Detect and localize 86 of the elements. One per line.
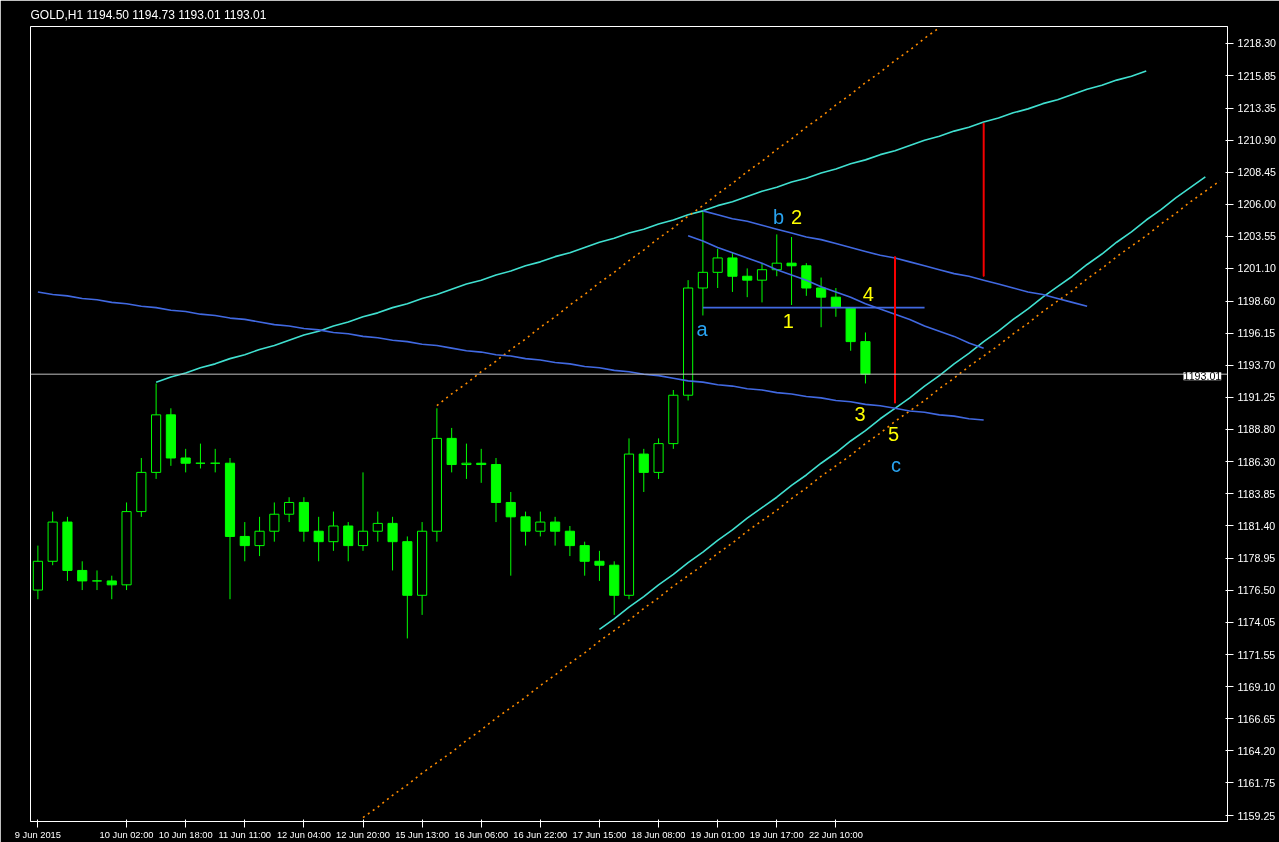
y-tick-label: 1208.45	[1237, 166, 1277, 179]
y-tick-label: 1174.05	[1237, 616, 1276, 629]
annotation: 1	[782, 310, 794, 333]
candlestick	[727, 252, 738, 293]
candlestick	[239, 521, 250, 562]
y-tick-label: 1206.00	[1237, 198, 1277, 211]
y-tick-label: 1161.75	[1237, 776, 1276, 789]
annotation: b	[773, 206, 785, 229]
y-tick-label: 1198.60	[1237, 295, 1276, 308]
x-tick-label: 10 Jun 18:00	[158, 829, 213, 840]
y-tick-label: 1196.15	[1237, 327, 1276, 340]
x-tick-label: 9 Jun 2015	[14, 829, 61, 840]
x-tick-label: 22 Jun 10:00	[808, 829, 863, 840]
candlestick	[712, 248, 723, 289]
candlestick	[520, 511, 531, 547]
x-tick-label: 12 Jun 20:00	[336, 829, 390, 840]
y-tick-label: 1183.85	[1237, 487, 1276, 500]
y-tick-label: 1215.85	[1237, 69, 1277, 82]
chart-title: GOLD,H1 1194.50 1194.73 1193.01 1193.01	[30, 7, 267, 22]
y-tick-label: 1210.90	[1237, 134, 1277, 147]
candlestick	[180, 448, 191, 473]
candlestick	[357, 471, 369, 552]
y-tick-label: 1171.55	[1237, 648, 1276, 661]
candlestick	[106, 575, 117, 600]
x-tick-label: 10 Jun 02:00	[99, 829, 154, 840]
y-tick-label: 1193.70	[1237, 359, 1276, 372]
x-tick-label: 17 Jun 15:00	[572, 829, 627, 840]
candlestick	[564, 525, 575, 557]
y-tick-label: 1176.50	[1237, 584, 1276, 597]
candlestick	[328, 511, 339, 552]
candlestick	[461, 443, 472, 480]
y-tick-label: 1169.10	[1237, 680, 1276, 693]
candlestick	[579, 541, 590, 577]
candlestick	[697, 210, 708, 316]
annotation: 2	[791, 206, 803, 229]
y-tick-label: 1188.80	[1237, 423, 1276, 436]
y-tick-label: 1218.30	[1237, 37, 1277, 50]
candlestick	[269, 501, 280, 543]
annotation: a	[696, 317, 709, 340]
candlestick	[284, 496, 295, 523]
candlestick	[756, 262, 768, 303]
candlestick	[742, 267, 753, 298]
candlestick	[594, 550, 605, 582]
candlestick	[195, 443, 206, 469]
y-tick-label: 1166.65	[1237, 712, 1276, 725]
y-tick-label: 1191.25	[1237, 391, 1276, 404]
y-tick-label: 1164.20	[1237, 744, 1276, 757]
x-tick-label: 15 Jun 13:00	[395, 829, 450, 840]
candlestick	[91, 569, 103, 591]
candlestick	[476, 448, 487, 484]
y-tick-label: 1181.40	[1237, 519, 1276, 532]
candlestick	[535, 511, 546, 537]
annotation: c	[890, 454, 901, 477]
y-tick-label: 1213.35	[1237, 102, 1277, 115]
candlestick	[313, 516, 324, 562]
y-tick-label: 1178.95	[1237, 552, 1276, 565]
x-tick-label: 18 Jun 08:00	[631, 829, 686, 840]
x-tick-label: 12 Jun 04:00	[276, 829, 331, 840]
line-series	[702, 210, 1088, 308]
x-tick-label: 19 Jun 01:00	[690, 829, 745, 840]
annotation: 5	[887, 423, 900, 446]
x-tick-label: 19 Jun 17:00	[749, 829, 804, 840]
candlestick	[343, 521, 354, 562]
candlestick	[638, 448, 649, 493]
candlestick	[816, 277, 827, 328]
y-tick-label: 1203.55	[1237, 230, 1277, 243]
x-tick-label: 16 Jun 06:00	[454, 829, 509, 840]
candlestick	[387, 516, 398, 571]
annotation: 4	[862, 283, 874, 306]
y-tick-label: 1186.30	[1237, 455, 1276, 468]
candlestick	[786, 236, 797, 306]
y-tick-label: 1159.25	[1237, 809, 1276, 822]
ref-line-label: 1193.01	[1183, 370, 1222, 383]
x-tick-label: 16 Jun 22:00	[513, 829, 568, 840]
candlestick	[801, 262, 812, 297]
candlestick	[254, 516, 265, 557]
annotation: 3	[854, 403, 866, 426]
candlestick	[77, 560, 88, 591]
candlestick	[210, 448, 221, 473]
line-series	[687, 234, 985, 349]
candlestick	[372, 511, 383, 543]
line-series	[155, 70, 1148, 383]
candlestick	[505, 491, 516, 577]
y-tick-label: 1201.10	[1237, 262, 1277, 275]
x-tick-label: 11 Jun 11:00	[218, 829, 272, 840]
candlestick	[550, 516, 561, 547]
